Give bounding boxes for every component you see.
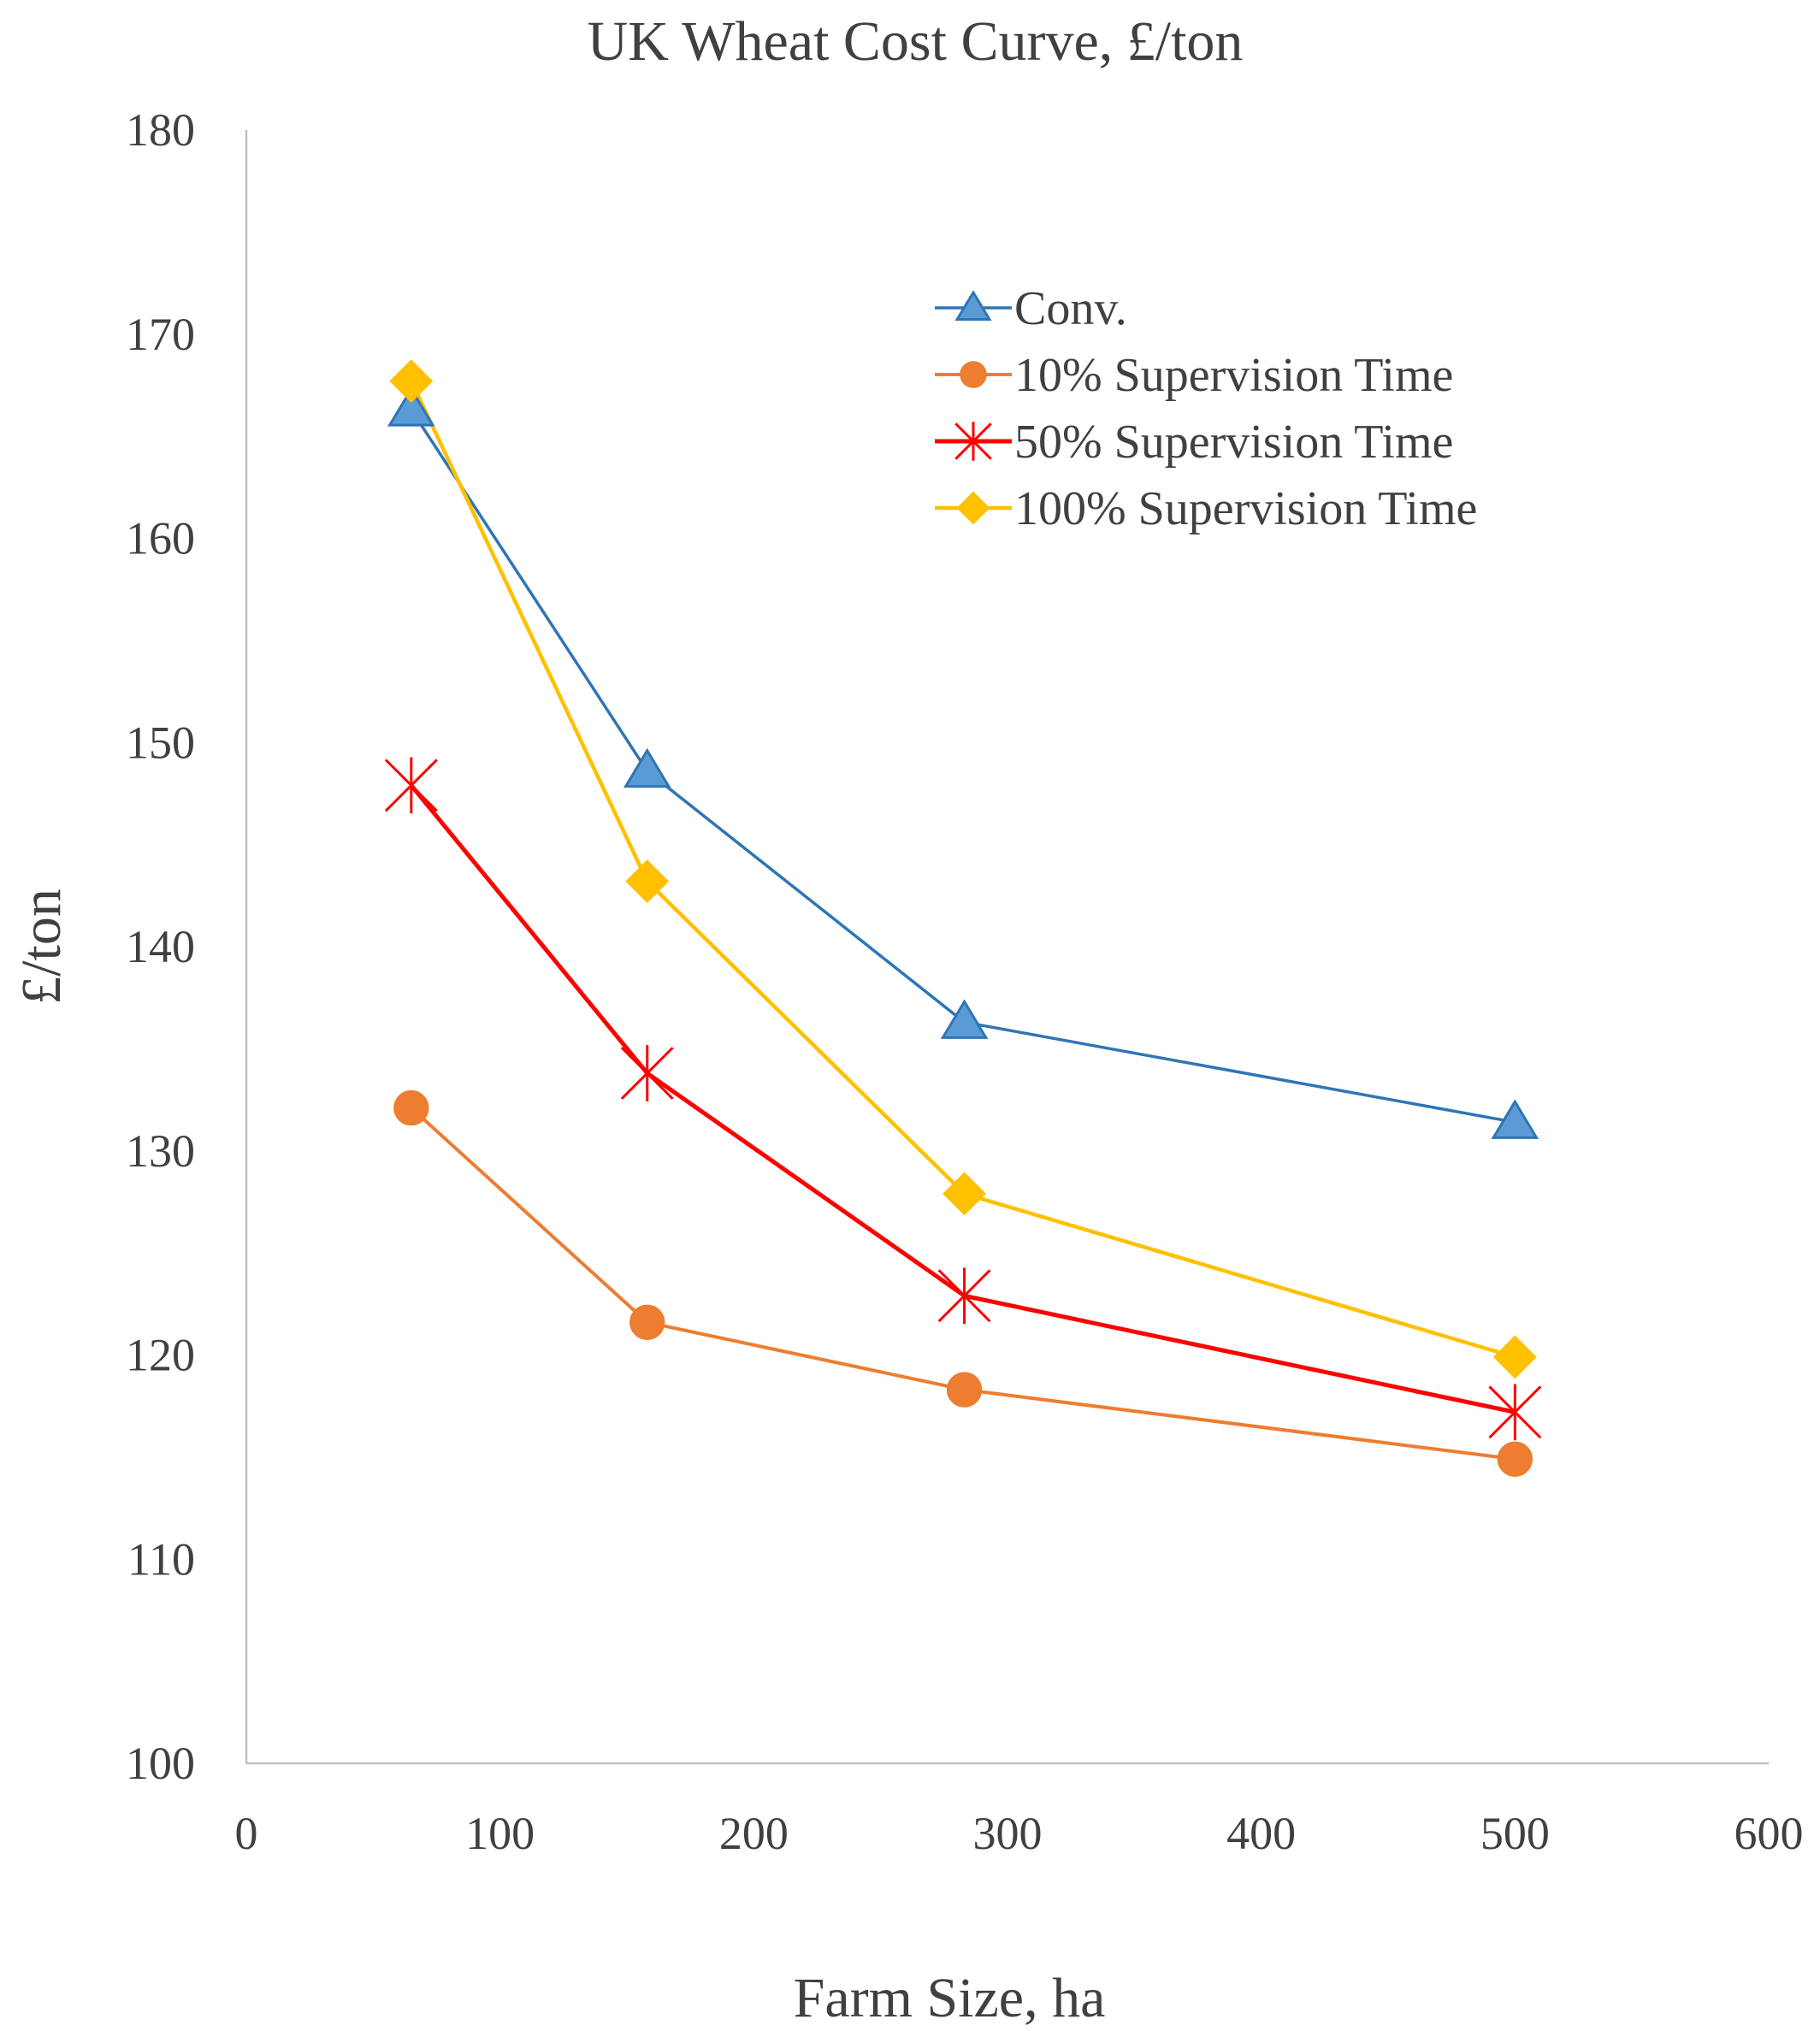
legend-marker xyxy=(954,290,992,321)
y-tick-label: 100 xyxy=(126,1738,195,1789)
data-point-series-1 xyxy=(940,999,989,1039)
data-point-series-2 xyxy=(1497,1441,1533,1477)
y-tick-label: 110 xyxy=(127,1533,195,1585)
y-tick-label: 150 xyxy=(126,717,195,768)
y-axis-title: £/ton xyxy=(10,889,73,1005)
legend-marker xyxy=(960,361,987,388)
legend-marker xyxy=(954,422,992,461)
y-tick-label: 170 xyxy=(126,309,195,360)
legend-label: 100% Supervision Time xyxy=(1014,482,1477,535)
y-tick-labels: 100 110 120 130 140 150 160 170 180 xyxy=(126,104,195,1789)
legend-label: 10% Supervision Time xyxy=(1014,349,1453,402)
data-point-series-4 xyxy=(1492,1335,1537,1379)
data-point-series-1 xyxy=(623,747,671,788)
x-tick-label: 100 xyxy=(465,1808,535,1859)
data-point-series-1 xyxy=(387,387,435,427)
series-line-3 xyxy=(409,783,1516,1414)
y-tick-label: 130 xyxy=(126,1125,195,1177)
series-line-1 xyxy=(410,409,1516,1125)
y-tick-label: 140 xyxy=(126,921,195,972)
series-line-4 xyxy=(409,380,1516,1360)
series-line-2 xyxy=(410,1107,1516,1461)
chart-title: UK Wheat Cost Curve, £/ton xyxy=(588,10,1244,73)
x-axis-title: Farm Size, ha xyxy=(794,1967,1106,2029)
data-point-series-3 xyxy=(384,757,438,814)
data-point-series-4 xyxy=(625,859,670,904)
x-tick-label: 300 xyxy=(973,1808,1043,1859)
data-point-series-2 xyxy=(946,1372,983,1408)
y-tick-label: 160 xyxy=(126,513,195,564)
legend: Conv. 10% Supervision Time 50% Supervision… xyxy=(935,282,1477,535)
x-tick-label: 400 xyxy=(1226,1808,1296,1859)
data-point-series-2 xyxy=(393,1089,429,1126)
x-tick-label: 600 xyxy=(1734,1808,1804,1859)
data-point-series-1 xyxy=(1491,1099,1539,1139)
x-tick-label: 200 xyxy=(719,1808,789,1859)
data-point-series-3 xyxy=(1488,1384,1542,1441)
series-markers xyxy=(384,359,1542,1477)
x-tick-labels: 0 100 200 300 400 500 600 xyxy=(235,1808,1804,1859)
data-point-series-4 xyxy=(942,1172,986,1216)
x-tick-label: 0 xyxy=(235,1808,258,1859)
legend-label: 50% Supervision Time xyxy=(1014,416,1453,469)
data-point-series-3 xyxy=(937,1267,991,1325)
legend-label: Conv. xyxy=(1014,282,1127,335)
legend-marker xyxy=(956,491,990,525)
data-point-series-3 xyxy=(620,1045,674,1101)
data-point-series-2 xyxy=(629,1304,665,1340)
x-tick-label: 500 xyxy=(1480,1808,1550,1859)
series-lines xyxy=(409,380,1516,1461)
data-point-series-4 xyxy=(389,359,434,404)
y-tick-label: 180 xyxy=(126,104,195,156)
y-tick-label: 120 xyxy=(126,1330,195,1381)
